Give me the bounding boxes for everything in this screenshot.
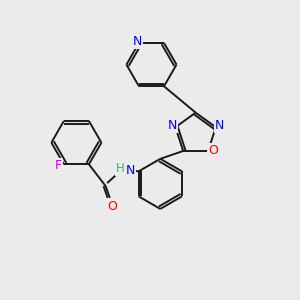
- Text: H: H: [116, 162, 125, 175]
- Text: O: O: [107, 200, 117, 213]
- Text: N: N: [126, 164, 135, 177]
- Text: N: N: [214, 119, 224, 132]
- Text: O: O: [208, 145, 218, 158]
- Text: F: F: [55, 159, 62, 172]
- Text: N: N: [133, 35, 142, 48]
- Text: N: N: [167, 119, 177, 132]
